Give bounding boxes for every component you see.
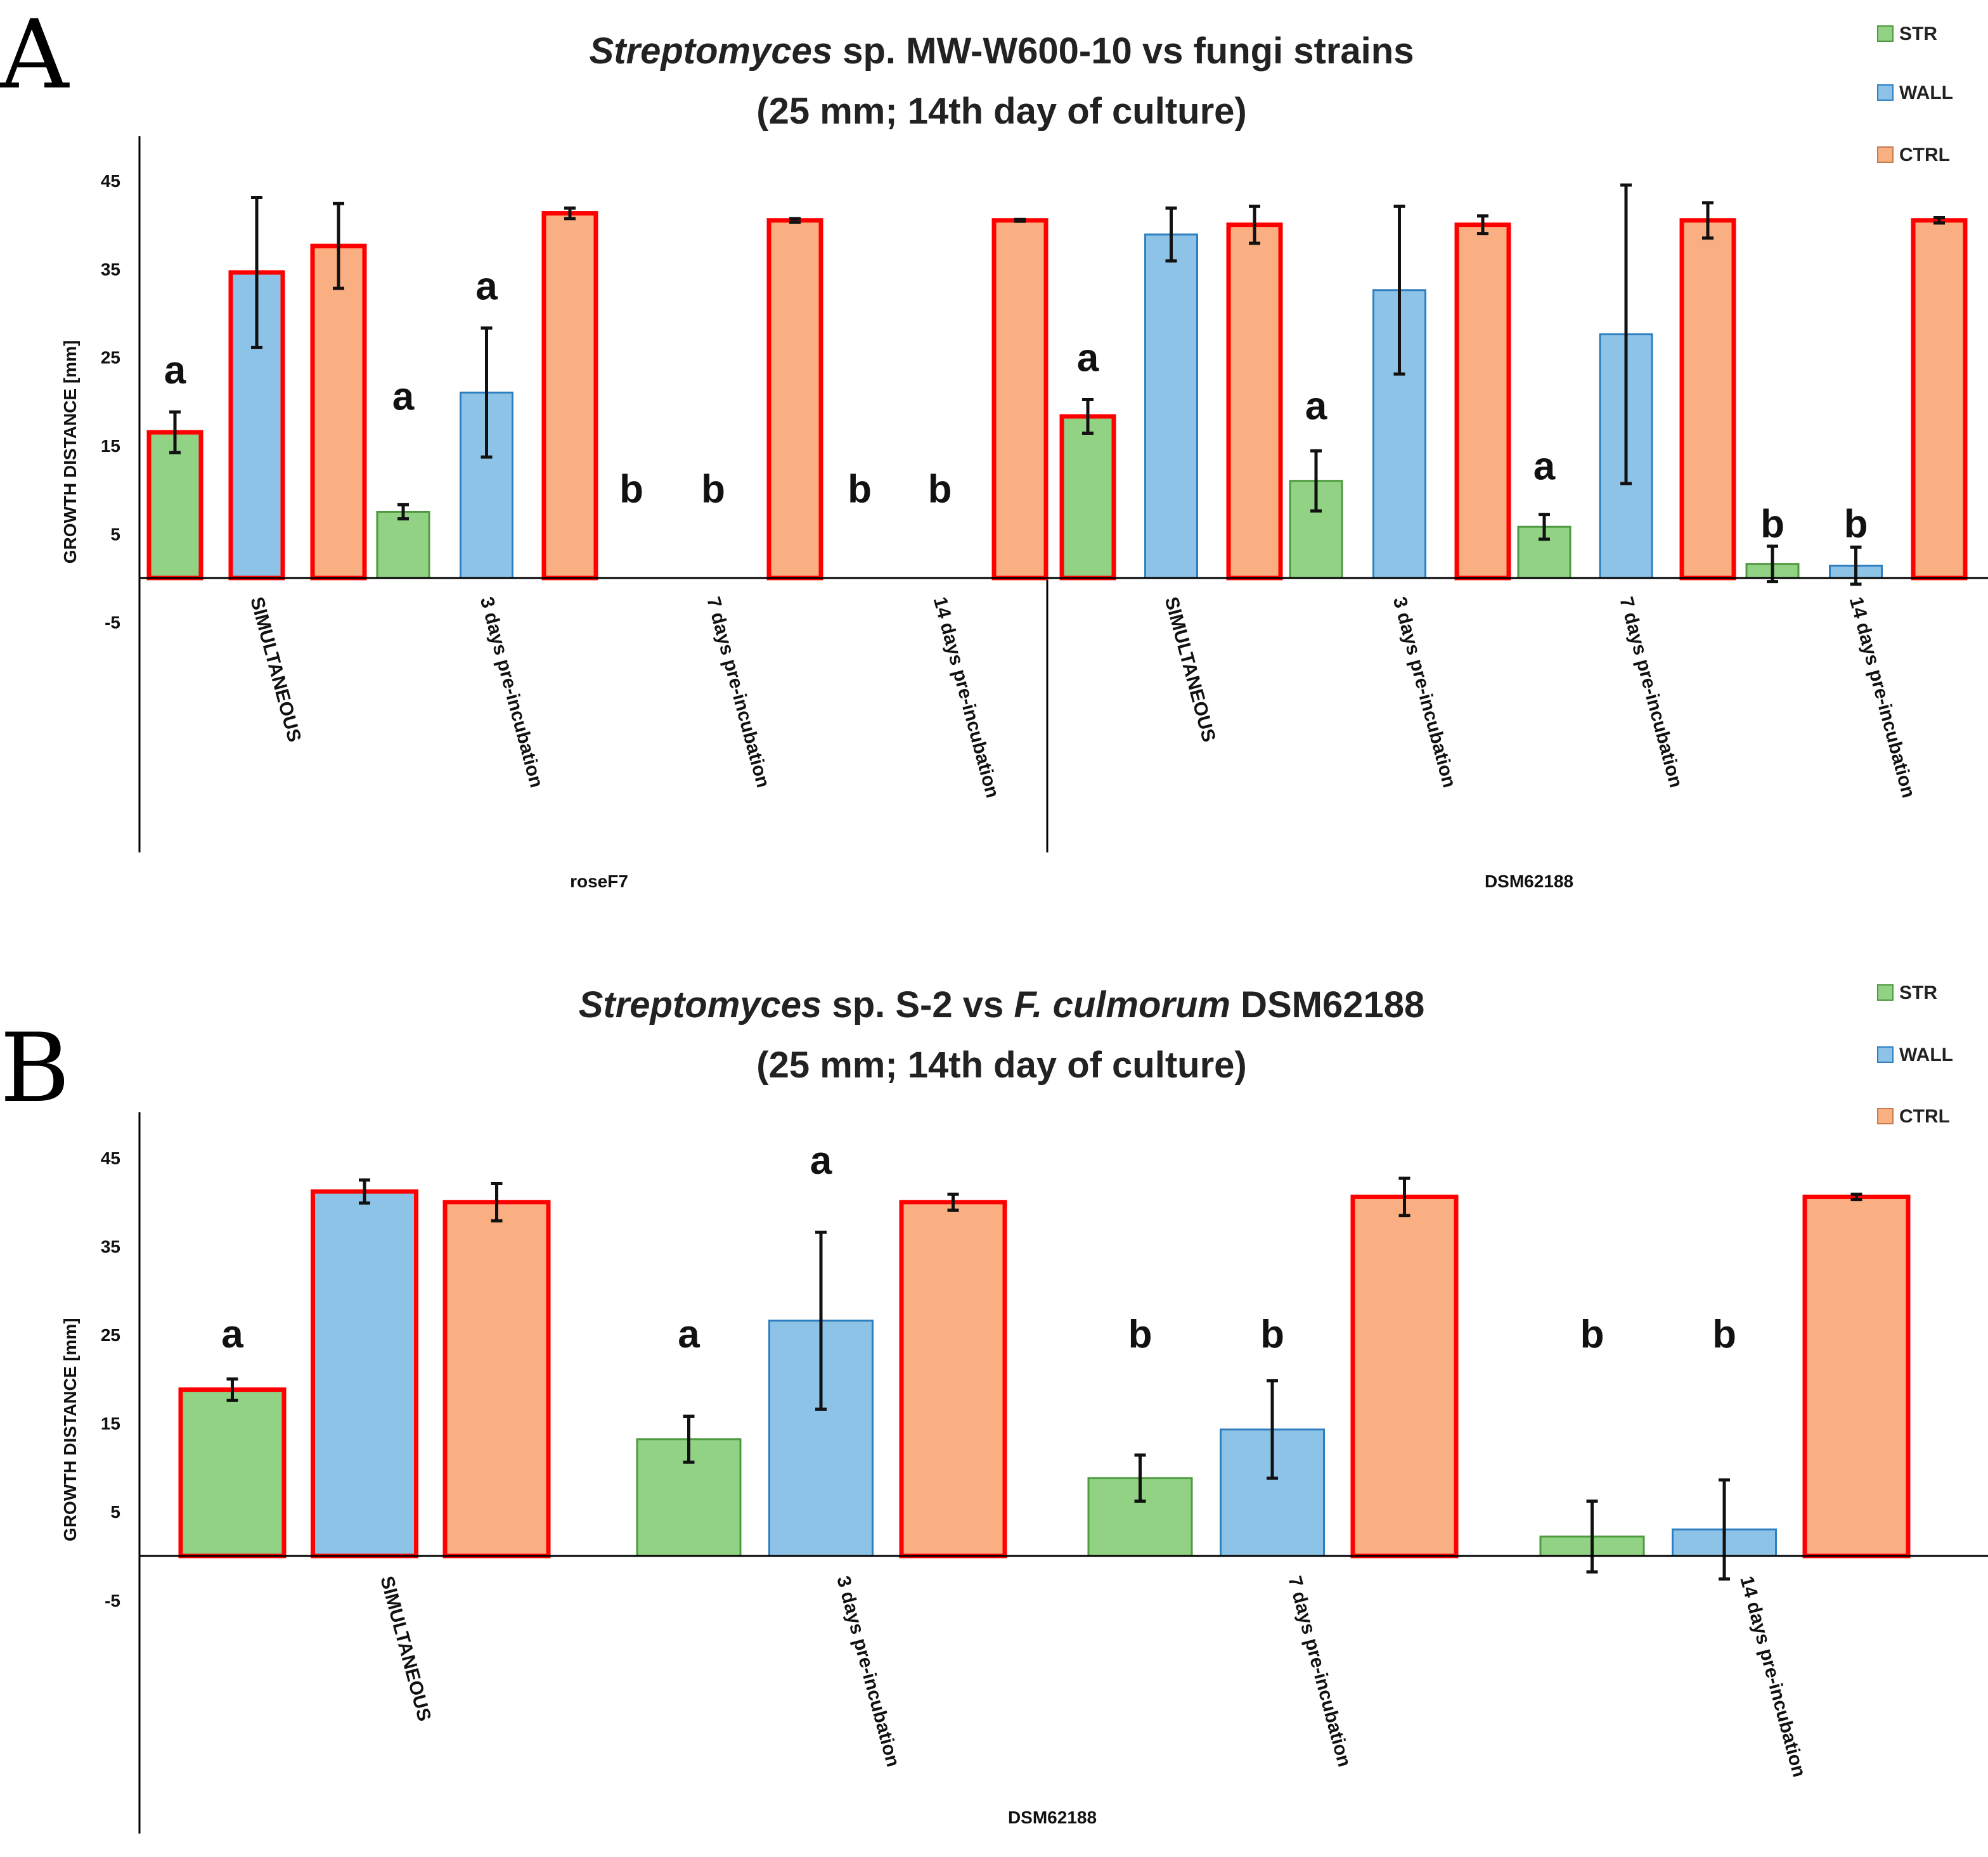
bar-str <box>376 511 430 579</box>
bar-ctrl <box>310 243 367 581</box>
x-tick-label: 3 days pre-incubation <box>1389 594 1460 790</box>
bar-str <box>1059 414 1116 581</box>
group-label: DSM62188 <box>1485 871 1573 891</box>
bar-str <box>178 1387 287 1558</box>
significance-label: a <box>678 1313 700 1356</box>
significance-label: b <box>928 468 952 511</box>
y-tick-label: 25 <box>101 1325 120 1345</box>
y-tick-label: 45 <box>101 171 120 191</box>
panel-letter: A <box>0 0 70 110</box>
legend-label-wall: WALL <box>1899 1044 1953 1065</box>
significance-label: a <box>1533 445 1556 489</box>
legend-label-str: STR <box>1899 982 1937 1003</box>
y-tick-label: 5 <box>110 1502 120 1522</box>
bar-ctrl <box>1454 222 1511 581</box>
significance-label: b <box>619 468 643 511</box>
bar-ctrl <box>442 1200 551 1558</box>
bar-str <box>146 430 203 581</box>
x-tick-label: 3 days pre-incubation <box>476 594 547 790</box>
bar-ctrl <box>1679 218 1736 581</box>
legend-swatch-str <box>1877 25 1894 42</box>
y-tick-label: -5 <box>105 1591 120 1610</box>
bar-ctrl <box>1911 218 1968 581</box>
y-tick-label: 15 <box>101 1414 120 1434</box>
significance-label: a <box>392 375 415 418</box>
significance-label: b <box>1580 1313 1604 1356</box>
significance-label: a <box>1305 384 1327 428</box>
legend-label-ctrl: CTRL <box>1899 1106 1950 1127</box>
bar-ctrl <box>1226 222 1283 581</box>
bar-wall <box>1144 233 1198 579</box>
x-tick-label: 7 days pre-incubation <box>702 594 773 790</box>
chart-subtitle: (25 mm; 14th day of culture) <box>756 1044 1246 1086</box>
y-tick-label: 45 <box>101 1148 120 1168</box>
legend-swatch-str <box>1877 984 1894 1001</box>
x-tick-label: SIMULTANEOUS <box>246 594 305 744</box>
chart-subtitle: (25 mm; 14th day of culture) <box>756 91 1246 132</box>
y-tick-label: -5 <box>105 613 120 633</box>
legend-swatch-ctrl <box>1877 146 1894 163</box>
legend-swatch-ctrl <box>1877 1108 1894 1124</box>
significance-label: a <box>164 349 186 392</box>
legend-swatch-wall <box>1877 1046 1894 1063</box>
bar-ctrl <box>541 211 598 581</box>
significance-label: b <box>701 468 725 511</box>
legend-swatch-wall <box>1877 84 1894 101</box>
panel-letter: B <box>0 1013 70 1124</box>
significance-label: a <box>475 265 498 309</box>
y-axis-title: GROWTH DISTANCE [mm] <box>60 1318 80 1541</box>
group-label: roseF7 <box>570 871 628 891</box>
x-tick-label: 14 days pre-incubation <box>1845 594 1919 800</box>
significance-label: b <box>1844 502 1868 546</box>
bar-ctrl <box>1802 1194 1911 1558</box>
significance-label: a <box>1077 337 1099 380</box>
bar-ctrl <box>766 218 823 581</box>
significance-label: b <box>1128 1313 1152 1356</box>
significance-label: b <box>1760 502 1785 546</box>
legend-label-str: STR <box>1899 23 1937 44</box>
bar-wall <box>311 1189 418 1558</box>
y-tick-label: 15 <box>101 436 120 456</box>
significance-label: b <box>1712 1313 1736 1356</box>
x-tick-label: SIMULTANEOUS <box>1161 594 1220 744</box>
significance-label: b <box>1260 1313 1284 1356</box>
bar-ctrl <box>1350 1194 1459 1558</box>
y-tick-label: 5 <box>110 524 120 544</box>
bar-ctrl <box>991 218 1049 581</box>
x-tick-label: 3 days pre-incubation <box>832 1574 903 1769</box>
y-axis-title: GROWTH DISTANCE [mm] <box>60 340 80 564</box>
chart-title: Streptomyces sp. S-2 vs F. culmorum DSM6… <box>579 984 1425 1025</box>
legend-label-wall: WALL <box>1899 82 1953 103</box>
x-tick-label: SIMULTANEOUS <box>376 1574 435 1723</box>
x-tick-label: 14 days pre-incubation <box>929 594 1003 800</box>
significance-label: b <box>848 468 872 511</box>
group-label: DSM62188 <box>1008 1808 1097 1827</box>
chart-title: Streptomyces sp. MW-W600-10 vs fungi str… <box>590 30 1414 72</box>
y-tick-label: 35 <box>101 259 120 279</box>
legend-label-ctrl: CTRL <box>1899 145 1950 165</box>
bar-ctrl <box>899 1200 1007 1558</box>
y-tick-label: 25 <box>101 348 120 368</box>
x-tick-label: 7 days pre-incubation <box>1615 594 1686 790</box>
x-tick-label: 14 days pre-incubation <box>1736 1574 1809 1779</box>
significance-label: a <box>221 1313 243 1356</box>
x-tick-label: 7 days pre-incubation <box>1284 1574 1355 1769</box>
significance-label: a <box>810 1139 832 1183</box>
y-tick-label: 35 <box>101 1237 120 1257</box>
